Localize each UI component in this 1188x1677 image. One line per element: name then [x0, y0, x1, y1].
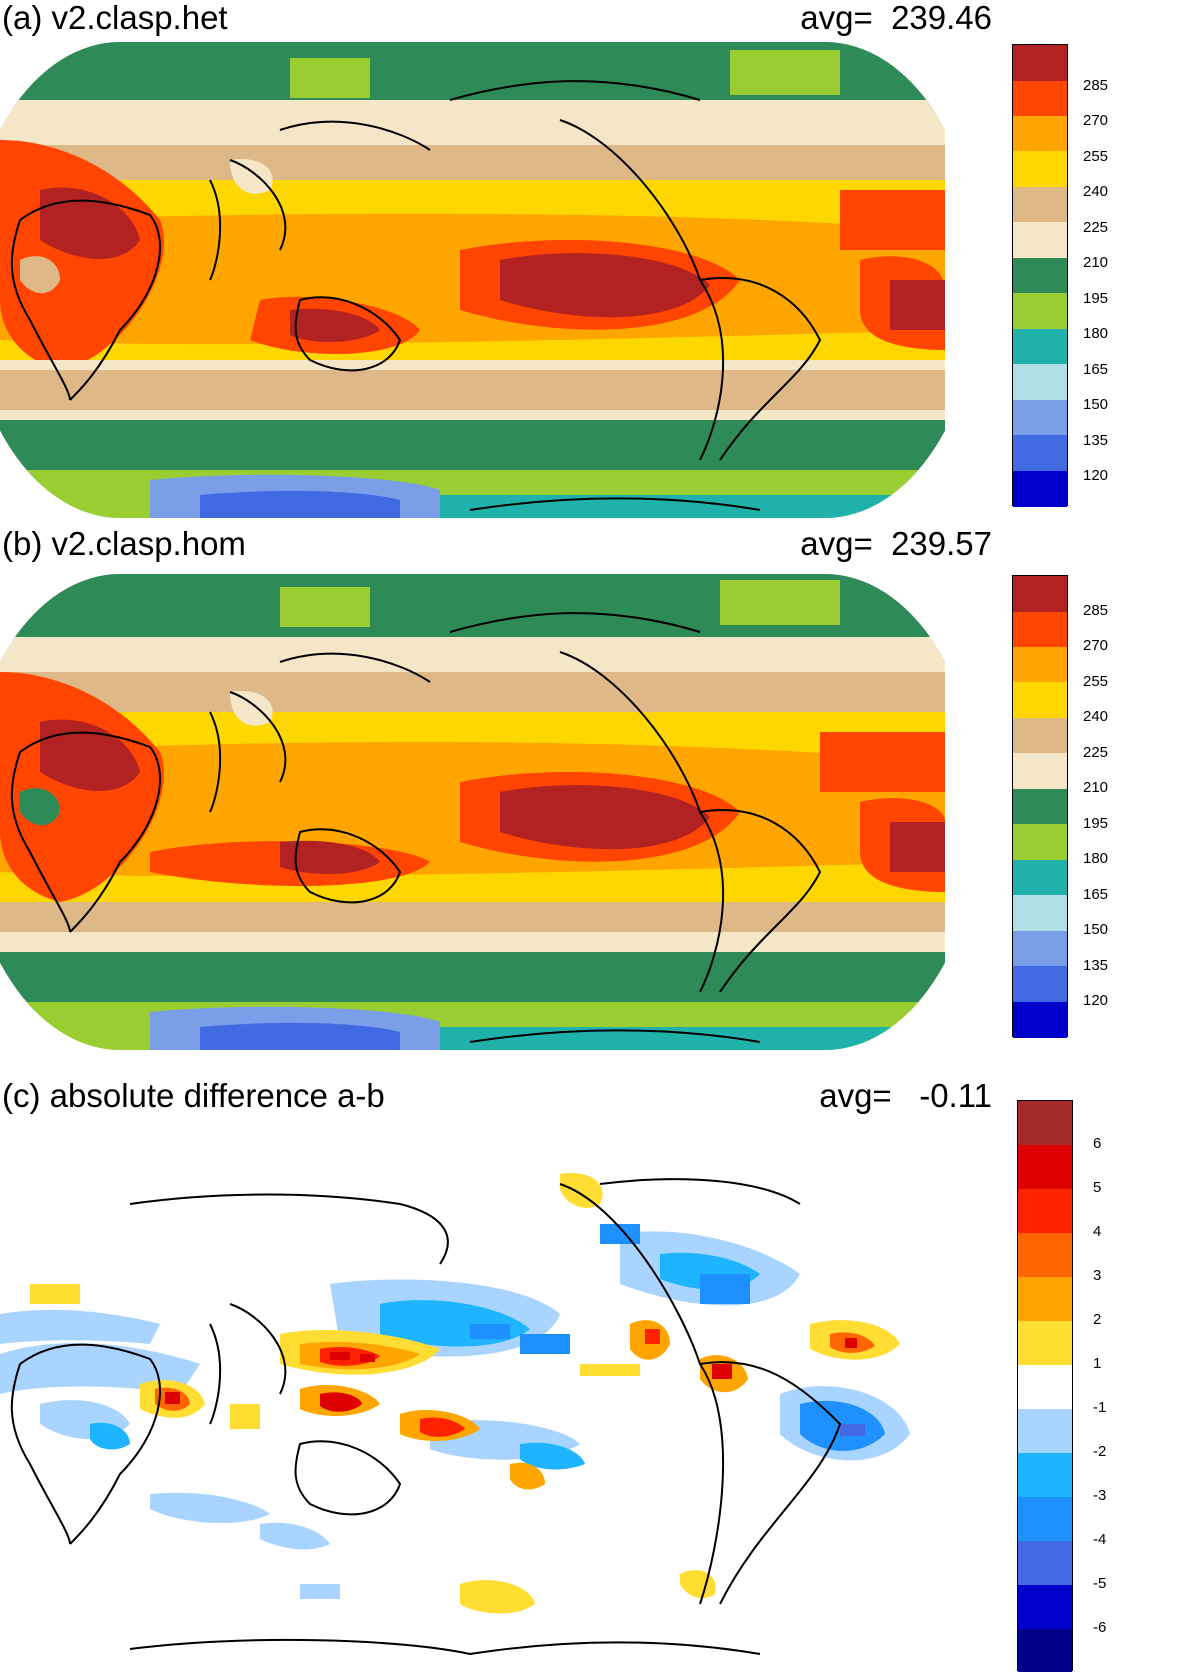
- colorbar-swatch: [1013, 860, 1067, 895]
- colorbar-label: 5: [1093, 1179, 1102, 1196]
- colorbar-swatch: [1013, 45, 1067, 81]
- colorbar-swatch: [1013, 1002, 1067, 1038]
- colorbar-swatch: [1013, 364, 1067, 400]
- colorbar-swatch: [1018, 1101, 1072, 1145]
- colorbar-swatch: [1013, 931, 1067, 966]
- panel-title: (c) absolute difference a-b: [2, 1077, 385, 1114]
- panel-average: avg= -0.11: [819, 1078, 992, 1114]
- colorbar-swatch: [1018, 1541, 1072, 1585]
- colorbar-label: 165: [1083, 886, 1109, 903]
- colorbar-label: 270: [1083, 637, 1109, 654]
- colorbar-label: -1: [1093, 1399, 1107, 1416]
- colorbar-label: 120: [1083, 992, 1109, 1009]
- colorbar-label: -6: [1093, 1619, 1107, 1636]
- colorbar-label: 285: [1083, 77, 1109, 94]
- colorbar-label: 180: [1083, 325, 1109, 342]
- colorbar-swatch: [1013, 471, 1067, 507]
- colorbar-swatch: [1013, 329, 1067, 364]
- average-label: avg=: [800, 525, 873, 562]
- colorbar-difference: [1017, 1100, 1073, 1672]
- colorbar-swatch: [1013, 116, 1067, 151]
- panel-title: (a) v2.clasp.het: [2, 0, 228, 36]
- colorbar-label: 4: [1093, 1223, 1102, 1240]
- colorbar-label: 2: [1093, 1311, 1102, 1328]
- colorbar-swatch: [1013, 682, 1067, 718]
- colorbar-label: 120: [1083, 467, 1109, 484]
- colorbar-swatch: [1013, 151, 1067, 187]
- colorbar-label: 225: [1083, 219, 1109, 236]
- colorbar-swatch: [1013, 293, 1067, 329]
- colorbar-swatch: [1018, 1629, 1072, 1672]
- colorbar-label: 210: [1083, 779, 1109, 796]
- average-label: avg=: [819, 1077, 892, 1114]
- colorbar-label: 255: [1083, 673, 1109, 690]
- panel-average: avg= 239.46: [800, 0, 992, 36]
- colorbar-swatch: [1013, 612, 1067, 647]
- colorbar-swatch: [1013, 222, 1067, 258]
- colorbar-swatch: [1013, 966, 1067, 1002]
- colorbar-het: [1012, 44, 1068, 507]
- colorbar-label: 195: [1083, 815, 1109, 832]
- colorbar-label: 165: [1083, 361, 1109, 378]
- panel-c: (c) absolute difference a-b avg= -0.11: [0, 1078, 1188, 1677]
- colorbar-label: 150: [1083, 396, 1109, 413]
- colorbar-label: 270: [1083, 112, 1109, 129]
- colorbar-label: 150: [1083, 921, 1109, 938]
- colorbar-label: 1: [1093, 1355, 1102, 1372]
- colorbar-swatch: [1018, 1277, 1072, 1321]
- colorbar-swatch: [1013, 718, 1067, 753]
- panel-a: (a) v2.clasp.het avg= 239.46: [0, 0, 1188, 560]
- average-value: -0.11: [919, 1077, 992, 1114]
- colorbar-swatch: [1018, 1497, 1072, 1541]
- colorbar-label: 135: [1083, 957, 1109, 974]
- average-value: 239.57: [891, 525, 992, 562]
- colorbar-label: -3: [1093, 1487, 1107, 1504]
- colorbar-swatch: [1013, 824, 1067, 860]
- colorbar-swatch: [1018, 1585, 1072, 1629]
- average-value: 239.46: [891, 0, 992, 36]
- colorbar-label: 135: [1083, 432, 1109, 449]
- panel-average: avg= 239.57: [800, 526, 992, 562]
- colorbar-swatch: [1013, 647, 1067, 682]
- colorbar-swatch: [1013, 81, 1067, 116]
- colorbar-swatch: [1013, 258, 1067, 293]
- colorbar-hom: [1012, 575, 1068, 1038]
- colorbar-swatch: [1013, 789, 1067, 824]
- colorbar-label: 255: [1083, 148, 1109, 165]
- colorbar-swatch: [1018, 1365, 1072, 1409]
- colorbar-swatch: [1018, 1145, 1072, 1189]
- colorbar-label: 240: [1083, 183, 1109, 200]
- colorbar-swatch: [1013, 435, 1067, 471]
- colorbar-swatch: [1018, 1189, 1072, 1233]
- colorbar-swatch: [1013, 187, 1067, 222]
- colorbar-swatch: [1018, 1409, 1072, 1453]
- panel-title: (b) v2.clasp.hom: [2, 525, 246, 562]
- colorbar-label: 3: [1093, 1267, 1102, 1284]
- colorbar-label: 225: [1083, 744, 1109, 761]
- colorbar-label: 285: [1083, 602, 1109, 619]
- colorbar-label: 195: [1083, 290, 1109, 307]
- colorbar-label: 210: [1083, 254, 1109, 271]
- panel-b: (b) v2.clasp.hom avg= 239.57: [0, 526, 1188, 1086]
- colorbar-label: -4: [1093, 1531, 1107, 1548]
- map-het: [0, 42, 945, 518]
- colorbar-swatch: [1013, 753, 1067, 789]
- colorbar-label: 6: [1093, 1135, 1102, 1152]
- map-hom: [0, 574, 945, 1050]
- colorbar-swatch: [1013, 895, 1067, 931]
- map-difference: [0, 1173, 910, 1655]
- colorbar-swatch: [1013, 576, 1067, 612]
- colorbar-label: 240: [1083, 708, 1109, 725]
- colorbar-swatch: [1018, 1321, 1072, 1365]
- colorbar-label: 180: [1083, 850, 1109, 867]
- colorbar-swatch: [1018, 1233, 1072, 1277]
- colorbar-label: -5: [1093, 1575, 1107, 1592]
- colorbar-swatch: [1018, 1453, 1072, 1497]
- colorbar-label: -2: [1093, 1443, 1107, 1460]
- average-label: avg=: [800, 0, 873, 36]
- colorbar-swatch: [1013, 400, 1067, 435]
